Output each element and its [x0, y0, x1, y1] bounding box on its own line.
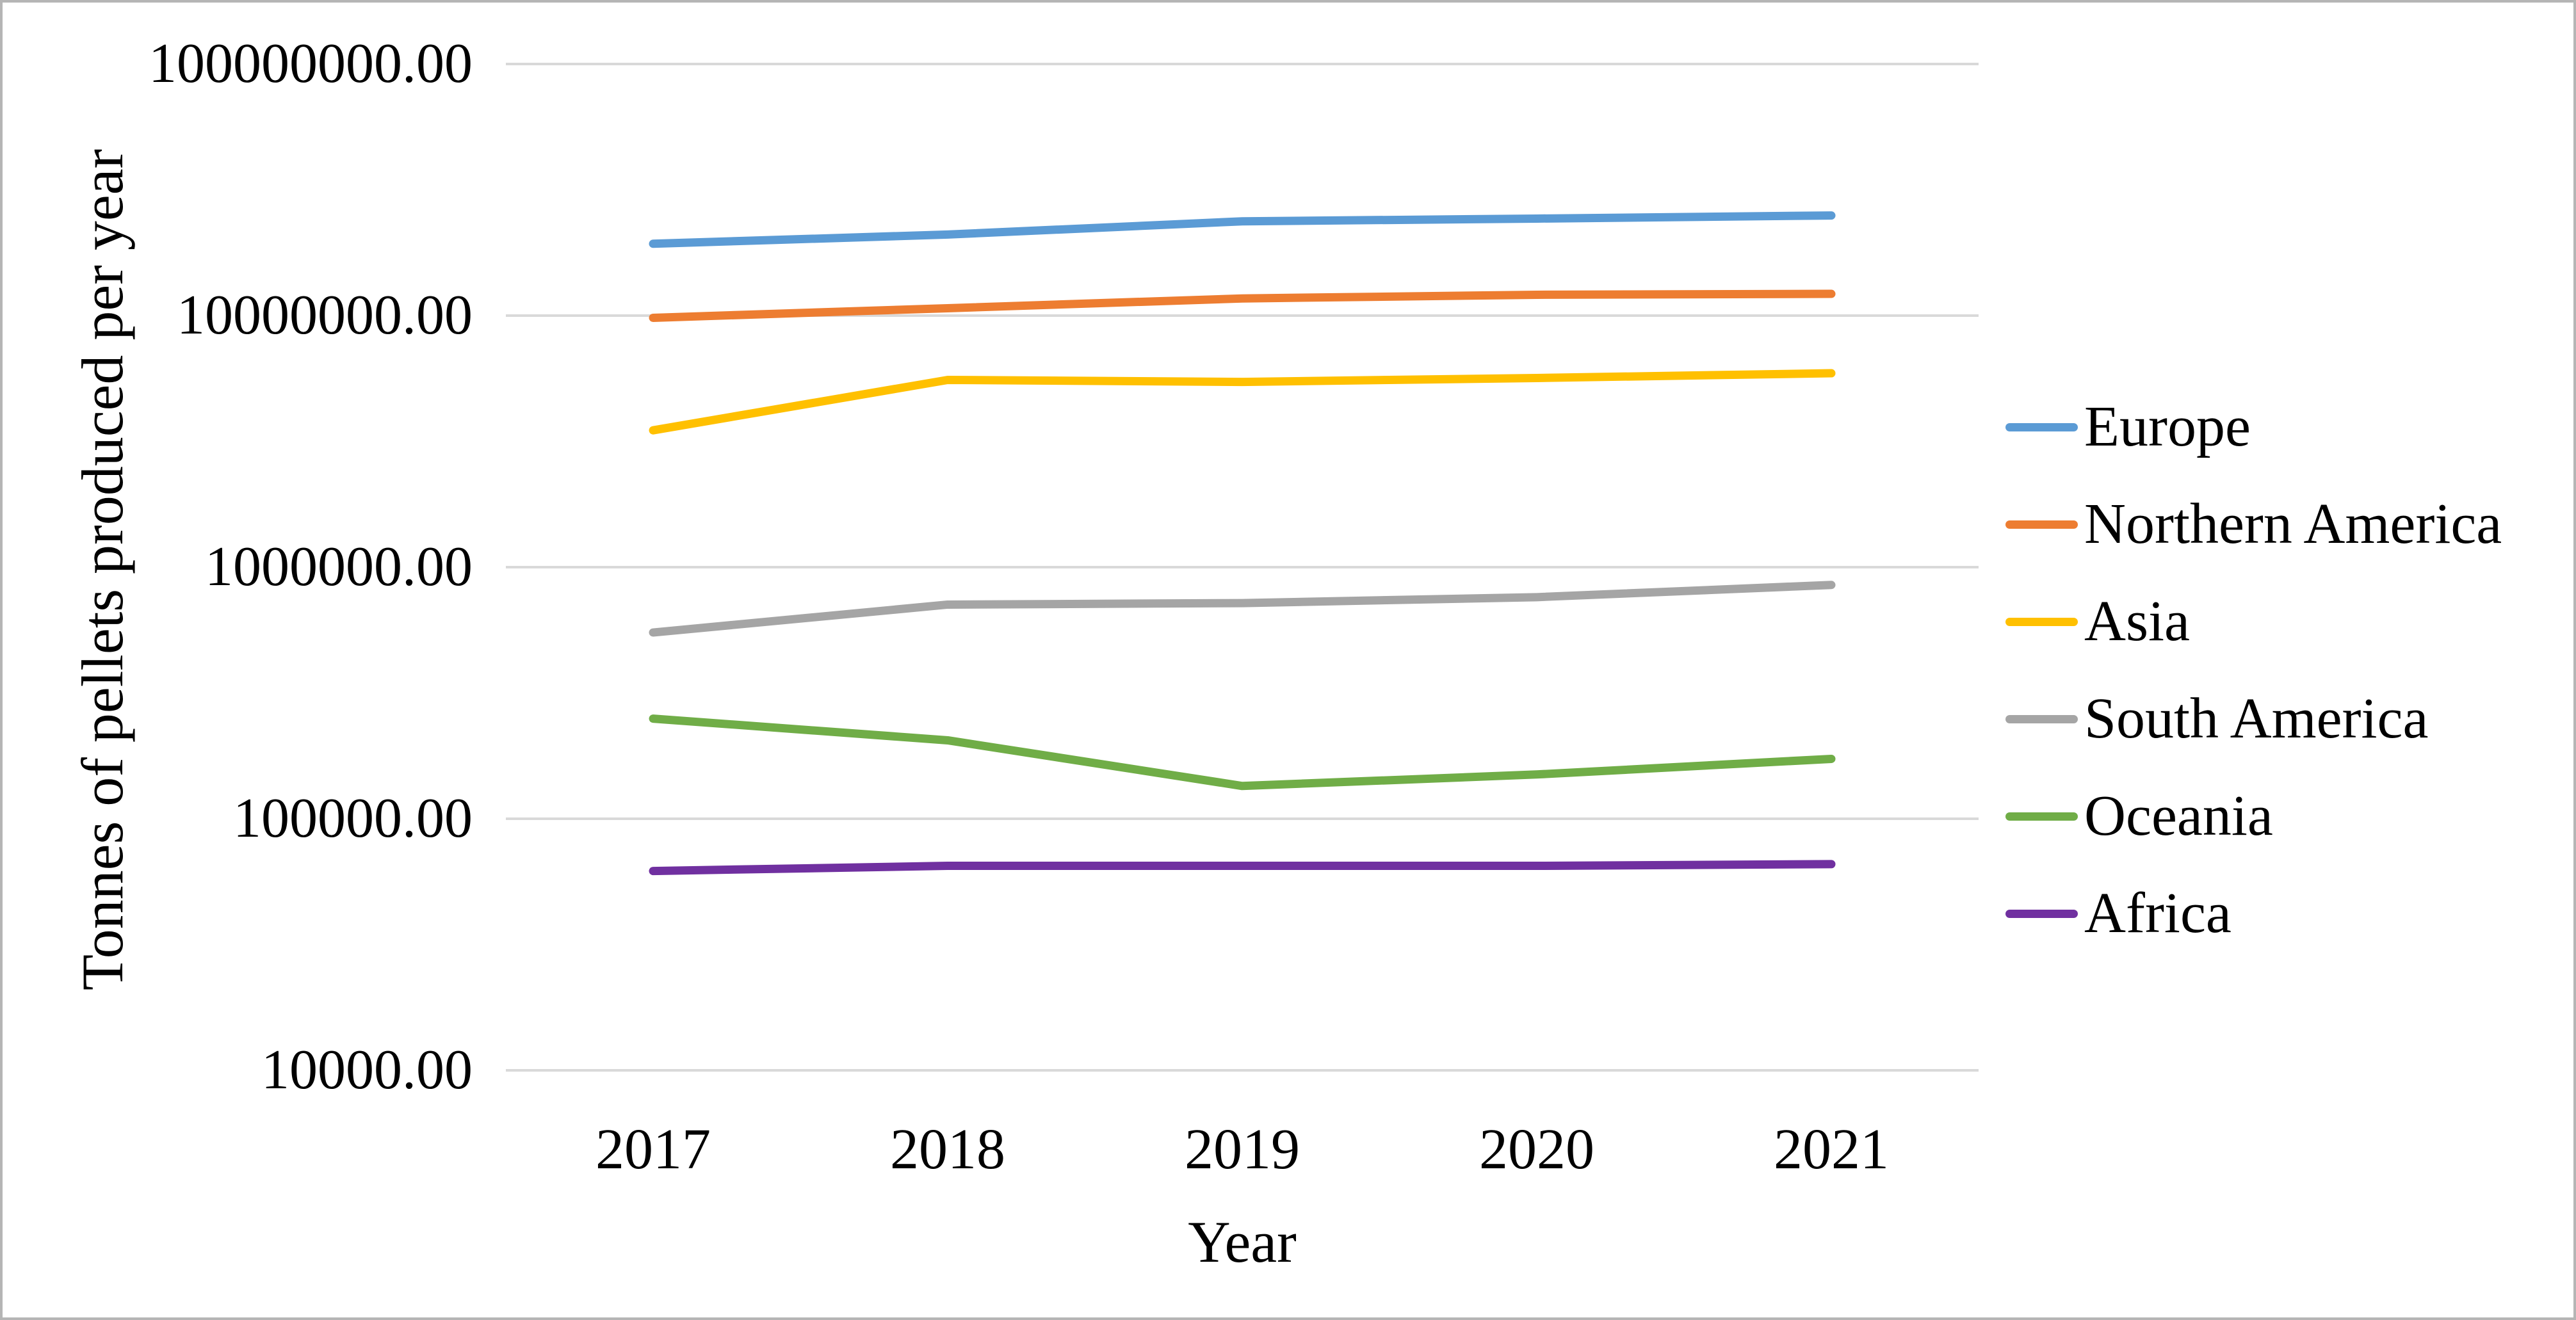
legend-swatch-europe [2005, 423, 2078, 431]
y-tick-label: 100000000.00 [149, 33, 473, 95]
legend-swatch-africa [2005, 909, 2078, 918]
series-line-south-america [649, 581, 1836, 637]
series-line-oceania [649, 714, 1836, 791]
legend-label: South America [2084, 687, 2429, 750]
x-axis-title: Year [1188, 1209, 1297, 1275]
y-tick-label: 10000000.00 [177, 284, 473, 346]
series-line-northern-america [649, 289, 1836, 322]
y-tick-label: 10000.00 [261, 1039, 473, 1101]
legend-label: Oceania [2084, 784, 2273, 848]
legend-item-asia: Asia [2005, 573, 2502, 670]
legend-label: Asia [2084, 590, 2190, 653]
legend-label: Africa [2084, 881, 2232, 945]
series-line-asia [649, 369, 1836, 435]
legend-item-europe: Europe [2005, 378, 2502, 476]
x-tick-label: 2021 [1774, 1118, 1889, 1181]
legend-swatch-oceania [2005, 812, 2078, 821]
x-tick-label: 2018 [890, 1118, 1005, 1181]
legend-label: Northern America [2084, 492, 2502, 556]
x-tick-label: 2019 [1185, 1118, 1300, 1181]
legend-swatch-asia [2005, 617, 2078, 626]
legend-swatch-northern-america [2005, 520, 2078, 529]
x-tick-label: 2020 [1479, 1118, 1594, 1181]
series-line-africa [649, 860, 1836, 876]
legend: Europe Northern America Asia South America O… [2005, 378, 2502, 962]
legend-item-oceania: Oceania [2005, 768, 2502, 865]
legend-label: Europe [2084, 395, 2251, 458]
legend-item-south-america: South America [2005, 670, 2502, 768]
legend-swatch-south-america [2005, 714, 2078, 723]
legend-item-africa: Africa [2005, 865, 2502, 962]
legend-item-northern-america: Northern America [2005, 476, 2502, 573]
x-tick-label: 2017 [595, 1118, 711, 1181]
y-tick-label: 100000.00 [233, 787, 473, 849]
series-line-europe [649, 211, 1836, 248]
y-tick-label: 1000000.00 [205, 536, 473, 598]
